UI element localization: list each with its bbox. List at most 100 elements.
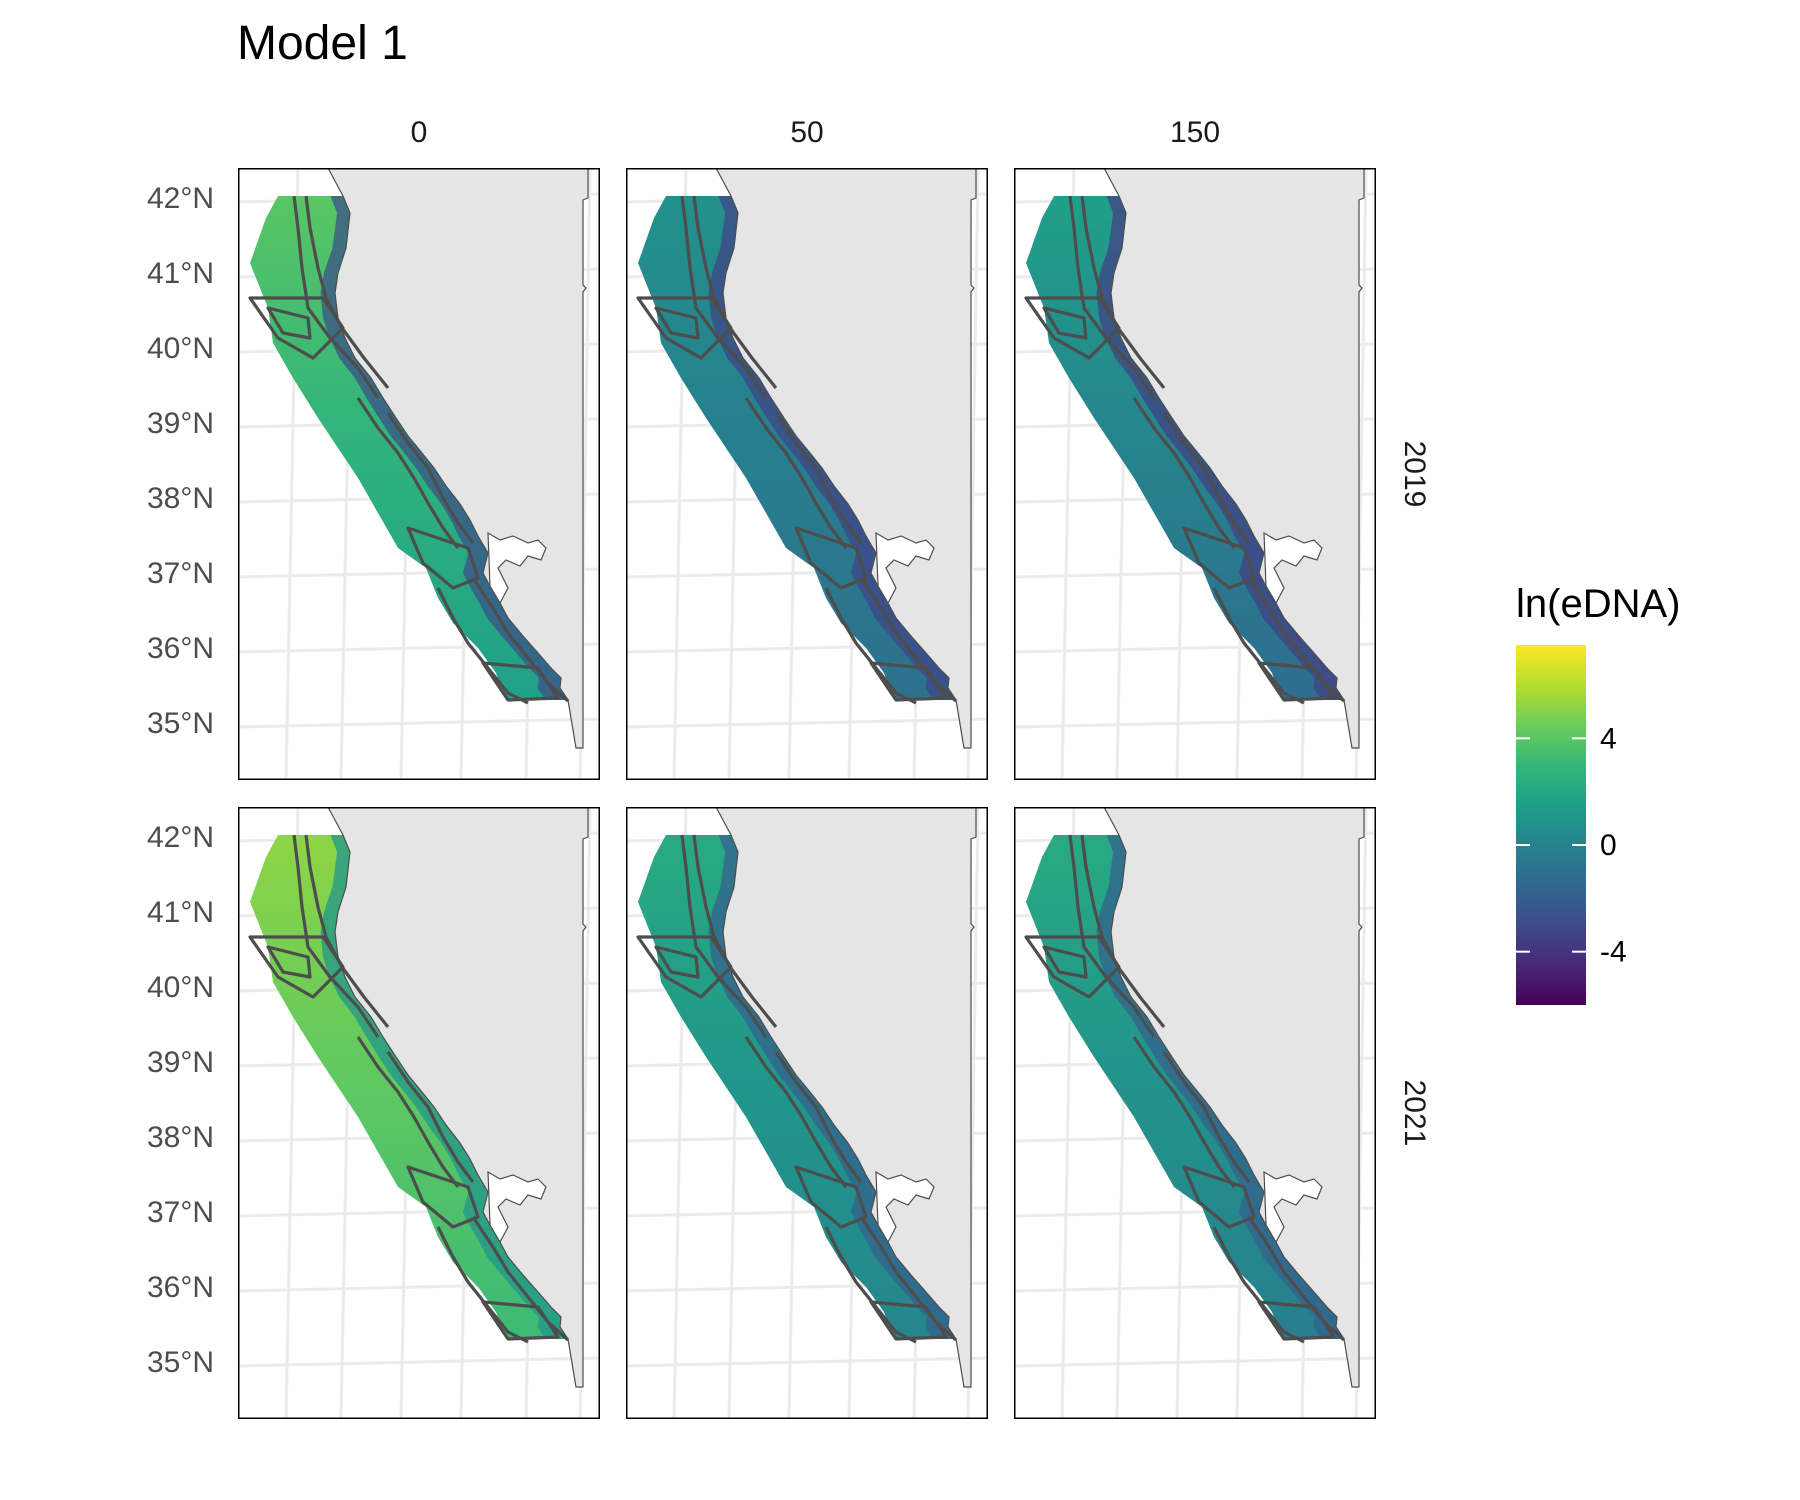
sanctuary-boundary [386, 1051, 475, 1183]
sanctuary-boundary [1162, 1051, 1251, 1183]
sanctuary-boundary [292, 834, 380, 1038]
sanctuary-boundary [1024, 935, 1121, 999]
sanctuary-boundary [794, 1165, 868, 1229]
sanctuary-boundary [636, 296, 733, 360]
sanctuary-boundary [248, 935, 345, 999]
sanctuary-boundary [292, 195, 380, 399]
facet-column-labels: 0 50 150 [411, 116, 1220, 149]
sanctuary-boundary [1132, 397, 1236, 549]
map-panel [1014, 168, 1376, 780]
map-panel [626, 168, 988, 780]
sanctuary-boundary [248, 296, 345, 360]
sanctuary-boundary [680, 195, 768, 399]
latitude-tick-label: 41°N [147, 896, 214, 929]
sanctuary-boundary [1024, 296, 1121, 360]
sanctuary-boundary [869, 661, 948, 702]
bay-outline [875, 1170, 935, 1244]
bay-outline [1263, 531, 1323, 605]
sanctuary-boundary [1182, 1165, 1256, 1229]
latitude-tick-label: 38°N [147, 1121, 214, 1154]
sanctuary-boundary [794, 526, 868, 590]
latitude-tick-label: 42°N [147, 821, 214, 854]
land-area [321, 168, 589, 749]
latitude-tick-label: 35°N [147, 707, 214, 740]
sanctuary-boundary [356, 397, 460, 549]
sanctuary-boundary [692, 195, 778, 389]
sanctuary-outlines [1024, 195, 1346, 705]
sanctuary-boundary [1068, 195, 1156, 399]
sanctuary-boundary [824, 1226, 917, 1344]
bay-outline [875, 531, 935, 605]
sanctuary-boundary [406, 1165, 480, 1229]
sanctuary-boundary [266, 306, 312, 340]
inshore-prediction-band [320, 835, 568, 1339]
panel-border [1014, 168, 1376, 780]
facet-row-labels: 2019 2021 [1398, 441, 1431, 1147]
sanctuary-outlines [1024, 834, 1346, 1344]
land-area [1097, 807, 1365, 1388]
sanctuary-boundary [1182, 526, 1256, 590]
legend-colorbar [1516, 645, 1586, 1005]
sanctuary-boundary [1080, 834, 1166, 1028]
panel-border [238, 168, 600, 780]
sanctuary-boundary [1257, 661, 1336, 702]
panel-border [238, 807, 600, 1419]
latitude-tick-label: 36°N [147, 1271, 214, 1304]
sanctuary-boundary [406, 526, 480, 590]
sanctuary-boundary [774, 1051, 863, 1183]
inshore-prediction-band [708, 835, 956, 1339]
legend-tick-label: 0 [1600, 829, 1617, 862]
facet-column-label: 50 [790, 116, 823, 149]
sanctuary-boundary [654, 306, 700, 340]
sanctuary-boundary [481, 1300, 560, 1341]
inshore-prediction-band [320, 196, 568, 700]
sanctuary-boundary [774, 412, 863, 544]
sanctuary-boundary [654, 945, 700, 979]
graticule-line [1014, 717, 1376, 729]
sanctuary-outlines [248, 195, 570, 705]
graticule-line [238, 1356, 600, 1368]
facet-row-label: 2021 [1398, 1080, 1431, 1147]
facet-column-label: 150 [1170, 116, 1220, 149]
sanctuary-boundary [386, 412, 475, 544]
sanctuary-boundary [824, 587, 917, 705]
chart-title: Model 1 [237, 17, 408, 70]
graticule-line [626, 1356, 988, 1368]
sanctuary-boundary [481, 661, 560, 702]
graticule-line [238, 717, 600, 729]
latitude-tick-label: 36°N [147, 632, 214, 665]
facet-column-label: 0 [411, 116, 428, 149]
sanctuary-boundary [1068, 834, 1156, 1038]
legend-ticks: 4 0 -4 [1516, 722, 1627, 969]
land-area [1097, 168, 1365, 749]
map-panel [238, 168, 600, 780]
sanctuary-boundary [744, 397, 848, 549]
sanctuary-boundary [1257, 1300, 1336, 1341]
bay-outline [487, 531, 547, 605]
map-panel [1014, 807, 1376, 1419]
sanctuary-boundary [1212, 587, 1305, 705]
land-area [321, 807, 589, 1388]
latitude-tick-label: 35°N [147, 1346, 214, 1379]
map-panel [238, 807, 600, 1419]
latitude-tick-label: 39°N [147, 1046, 214, 1079]
sanctuary-boundary [1212, 1226, 1305, 1344]
sanctuary-boundary [356, 1036, 460, 1188]
panel-border [626, 168, 988, 780]
latitude-tick-label: 40°N [147, 971, 214, 1004]
legend-tick-label: 4 [1600, 722, 1617, 755]
sanctuary-boundary [304, 195, 390, 389]
latitude-tick-label: 38°N [147, 482, 214, 515]
land-area [709, 807, 977, 1388]
map-panel [626, 807, 988, 1419]
sanctuary-boundary [636, 935, 733, 999]
latitude-tick-label: 37°N [147, 557, 214, 590]
legend-title: ln(eDNA) [1516, 582, 1680, 626]
sanctuary-outlines [636, 834, 958, 1344]
sanctuary-boundary [1132, 1036, 1236, 1188]
sanctuary-boundary [1042, 945, 1088, 979]
sanctuary-boundary [869, 1300, 948, 1341]
latitude-tick-label: 41°N [147, 257, 214, 290]
sanctuary-boundary [436, 587, 529, 705]
